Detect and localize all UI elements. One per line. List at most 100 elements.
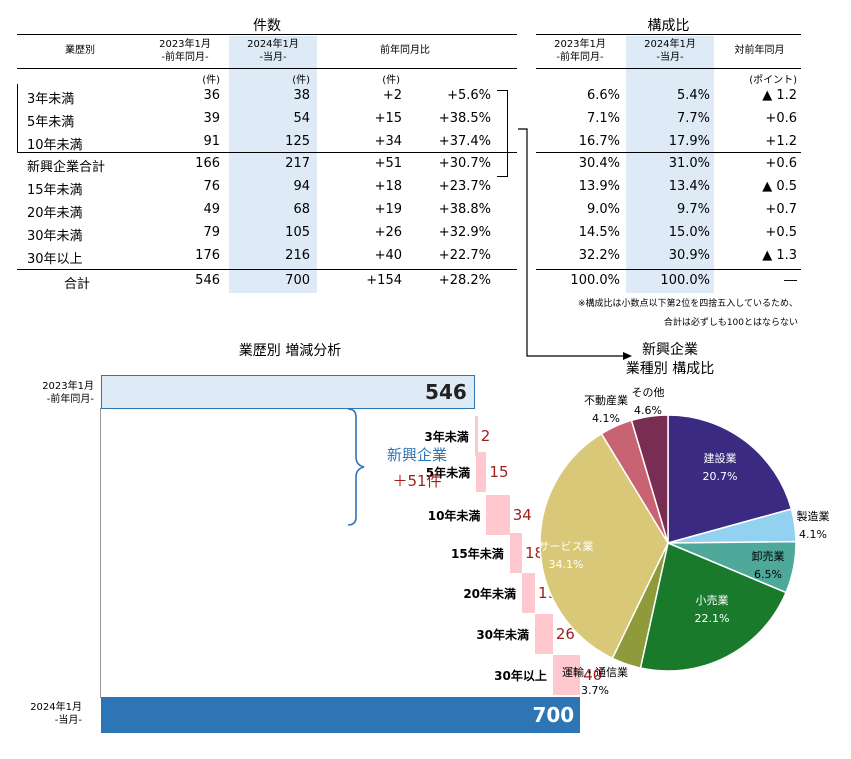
counts-row-diff: +51	[374, 156, 402, 171]
pie-category-label: 卸売業	[752, 549, 785, 563]
composition-table-title: 構成比	[647, 18, 690, 34]
comp-row-diff: +0.5	[765, 225, 797, 240]
waterfall-step-bar	[486, 495, 510, 535]
counts-row-prev: 36	[203, 88, 220, 103]
unit-cur: (件)	[292, 75, 310, 86]
counts-row-cur: 54	[293, 111, 310, 126]
comp-row-prev: 14.5%	[578, 225, 620, 240]
pie-value-label: 22.1%	[695, 612, 730, 625]
counts-row-diff: +154	[366, 273, 402, 288]
pie-value-label: 6.5%	[754, 568, 782, 581]
pie-slice	[639, 541, 787, 672]
counts-row-label: 5年未満	[27, 115, 75, 130]
composition-note-1: ※構成比は小数点以下第2位を四捨五入しているため、	[578, 299, 798, 309]
counts-row-label: 20年未満	[27, 206, 83, 221]
counts-row-diff: +34	[374, 134, 402, 149]
comp-header-cur: 2024年1月 -当月-	[644, 39, 696, 63]
comp-row-cur: 9.7%	[676, 202, 710, 217]
counts-row-diff: +2	[382, 88, 402, 103]
comp-row-diff: +0.6	[765, 156, 797, 171]
waterfall-step-bar	[552, 655, 581, 695]
pie-category-label: その他	[632, 386, 665, 399]
comp-header-yoy: 対前年同月	[734, 45, 785, 56]
counts-row-diff: +40	[374, 248, 402, 263]
counts-row-cur: 68	[293, 202, 310, 217]
connector-arrow	[518, 128, 632, 360]
waterfall-end-bar	[101, 697, 581, 733]
header-prev-month: 2023年1月 -前年同月-	[159, 39, 211, 63]
counts-row-pct: +30.7%	[438, 156, 491, 171]
counts-row-cur: 94	[293, 179, 310, 194]
waterfall-step-bar	[476, 452, 487, 492]
counts-row-label: 合計	[64, 277, 91, 292]
waterfall-step-value: 18	[525, 544, 545, 562]
pie-value-label: 4.1%	[592, 412, 620, 425]
counts-row-pct: +32.9%	[438, 225, 491, 240]
waterfall-step-value: 15	[489, 463, 509, 481]
waterfall-step-bar	[535, 614, 553, 654]
waterfall-step-label: 3年未満	[424, 430, 469, 444]
pie-category-label: サービス業	[539, 540, 594, 553]
comp-row-prev: 100.0%	[570, 273, 620, 288]
comp-row-diff: +1.2	[765, 134, 797, 149]
counts-row-diff: +26	[374, 225, 402, 240]
comp-row-diff: ▲ 1.3	[762, 248, 797, 263]
counts-row-cur: 700	[285, 273, 310, 288]
waterfall-step-label: 30年未満	[476, 628, 530, 642]
comp-row-cur: 15.0%	[668, 225, 710, 240]
comp-row-diff: ▲ 1.2	[762, 88, 797, 103]
pie-value-label: 4.1%	[799, 528, 827, 541]
waterfall-step-bar	[509, 533, 523, 573]
comp-unit: (ポイント)	[749, 75, 797, 86]
counts-table-title: 件数	[253, 18, 281, 34]
counts-row-prev: 79	[203, 225, 220, 240]
counts-row-pct: +37.4%	[438, 134, 491, 149]
pie-category-label: 建設業	[704, 451, 737, 465]
pie-value-label: 34.1%	[549, 558, 584, 571]
pie-value-label: 3.7%	[581, 684, 609, 697]
composition-note-2: 合計は必ずしも100とはならない	[663, 318, 798, 328]
comp-row-diff: ▲ 0.5	[762, 179, 797, 194]
comp-row-cur: 13.4%	[668, 179, 710, 194]
pie-value-label: 20.7%	[703, 470, 738, 483]
comp-row-prev: 30.4%	[578, 156, 620, 171]
counts-row-pct: +23.7%	[438, 179, 491, 194]
comp-row-prev: 7.1%	[586, 111, 620, 126]
pie-slice	[667, 414, 793, 544]
waterfall-start-value: 546	[425, 380, 467, 404]
waterfall-step-value: 34	[512, 506, 532, 524]
waterfall-end-value: 700	[532, 703, 575, 727]
counts-row-prev: 49	[203, 202, 220, 217]
pie-title: 新興企業 業種別 構成比	[625, 342, 715, 377]
waterfall-step-label: 15年未満	[451, 547, 504, 561]
comp-row-cur: 5.4%	[676, 88, 710, 103]
comp-row-cur: 100.0%	[660, 273, 710, 288]
waterfall-step-bar	[474, 416, 478, 456]
counts-row-pct: +38.8%	[438, 202, 491, 217]
comp-row-cur: 7.7%	[676, 111, 710, 126]
waterfall-step-value: 2	[480, 427, 491, 445]
waterfall-step-label: 20年未満	[463, 587, 517, 601]
comp-row-prev: 6.6%	[586, 88, 620, 103]
unit-diff: (件)	[382, 75, 400, 86]
comp-row-prev: 9.0%	[586, 202, 620, 217]
counts-row-diff: +18	[374, 179, 402, 194]
comp-row-cur: 30.9%	[668, 248, 710, 263]
composition-highlight	[626, 36, 714, 293]
header-current-month: 2024年1月 -当月-	[247, 39, 299, 63]
waterfall-step-label: 5年未満	[425, 466, 471, 480]
comp-header-prev: 2023年1月 -前年同月-	[554, 39, 606, 63]
pie-category-label: 不動産業	[584, 393, 628, 407]
counts-row-label: 30年未満	[27, 229, 83, 244]
waterfall-step-bar	[522, 573, 536, 613]
comp-row-diff: +0.6	[765, 111, 797, 126]
comp-row-diff: +0.7	[765, 202, 797, 217]
waterfall-start-label: 2023年1月 -前年同月-	[42, 381, 94, 405]
counts-row-prev: 546	[195, 273, 220, 288]
comp-row-prev: 13.9%	[578, 179, 620, 194]
comp-row-cur: 17.9%	[668, 134, 710, 149]
pie-category-label: 小売業	[696, 594, 729, 607]
unit-prev: (件)	[202, 75, 220, 86]
counts-row-prev: 39	[203, 111, 220, 126]
